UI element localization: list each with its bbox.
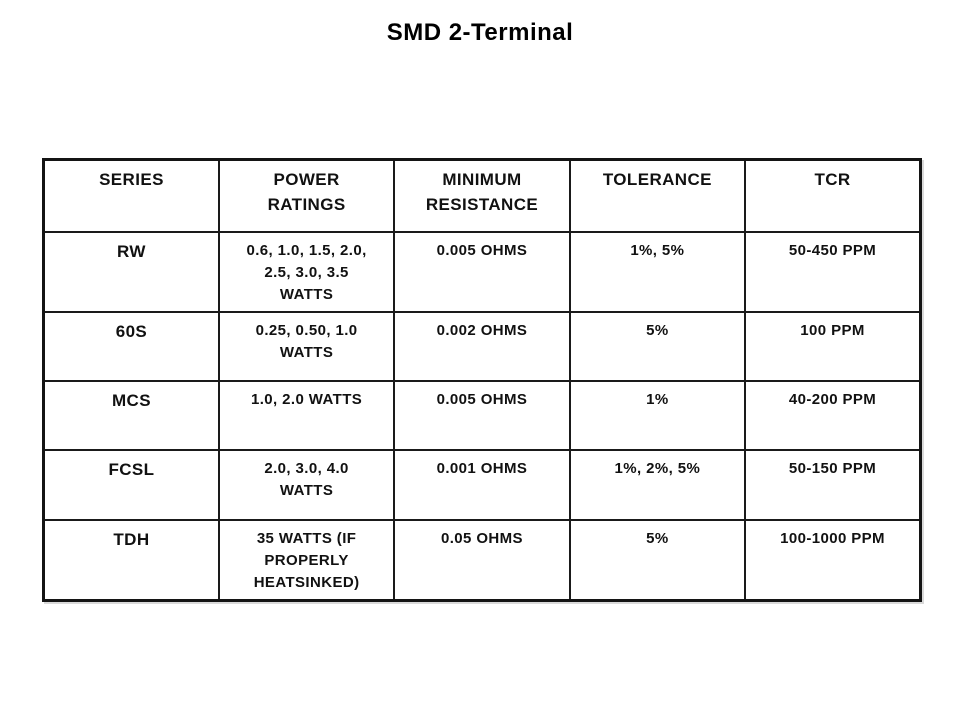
smd-specs-table: SERIES POWER RATINGS MINIMUM RESISTANCE TOL… [42, 158, 922, 602]
cell-power_ratings: 35 WATTS (IF PROPERLY HEATSINKED) [217, 519, 396, 602]
cell-power_ratings: 2.0, 3.0, 4.0 WATTS [217, 449, 396, 521]
table-row-fcsl: FCSL 2.0, 3.0, 4.0 WATTS 0.001 OHMS 1%, 2%,… [42, 449, 922, 521]
table-row-mcs: MCS 1.0, 2.0 WATTS 0.005 OHMS 1% 40-200 PPM [42, 380, 922, 451]
cell-minimum_resistance: 0.002 OHMS [393, 311, 571, 382]
cell-power_ratings: 1.0, 2.0 WATTS [217, 380, 396, 451]
cell-tolerance: 1%, 5% [568, 231, 747, 313]
cell-power_ratings: 0.25, 0.50, 1.0 WATTS [217, 311, 396, 382]
cell-minimum_resistance: 0.05 OHMS [393, 519, 571, 602]
cell-tcr: 100-1000 PPM [744, 519, 922, 602]
cell-minimum_resistance: 0.005 OHMS [393, 231, 571, 313]
cell-series: MCS [42, 380, 220, 451]
cell-minimum_resistance: 0.005 OHMS [393, 380, 571, 451]
cell-series: TDH [42, 519, 220, 602]
column-header-tcr: TCR [744, 158, 922, 233]
column-header-power_ratings: POWER RATINGS [217, 158, 396, 233]
cell-tcr: 50-450 PPM [744, 231, 922, 313]
cell-tcr: 50-150 PPM [744, 449, 922, 521]
cell-power_ratings: 0.6, 1.0, 1.5, 2.0, 2.5, 3.0, 3.5 WATTS [217, 231, 396, 313]
table-header-row: SERIES POWER RATINGS MINIMUM RESISTANCE TOL… [42, 158, 922, 233]
column-header-series: SERIES [42, 158, 220, 233]
cell-tcr: 40-200 PPM [744, 380, 922, 451]
column-header-tolerance: TOLERANCE [568, 158, 747, 233]
cell-minimum_resistance: 0.001 OHMS [393, 449, 571, 521]
cell-tolerance: 5% [568, 519, 747, 602]
table-row-60s: 60S 0.25, 0.50, 1.0 WATTS 0.002 OHMS 5% 100 … [42, 311, 922, 382]
table-body: RW 0.6, 1.0, 1.5, 2.0, 2.5, 3.0, 3.5 WATT… [42, 231, 922, 602]
table-row-rw: RW 0.6, 1.0, 1.5, 2.0, 2.5, 3.0, 3.5 WATT… [42, 231, 922, 313]
cell-series: 60S [42, 311, 220, 382]
column-header-minimum_resistance: MINIMUM RESISTANCE [393, 158, 571, 233]
table-row-tdh: TDH 35 WATTS (IF PROPERLY HEATSINKED) 0.05… [42, 519, 922, 602]
cell-tcr: 100 PPM [744, 311, 922, 382]
cell-tolerance: 5% [568, 311, 747, 382]
page-title: SMD 2-Terminal [386, 19, 574, 46]
cell-series: RW [42, 231, 220, 313]
cell-series: FCSL [42, 449, 220, 521]
cell-tolerance: 1% [568, 380, 747, 451]
cell-tolerance: 1%, 2%, 5% [568, 449, 747, 521]
